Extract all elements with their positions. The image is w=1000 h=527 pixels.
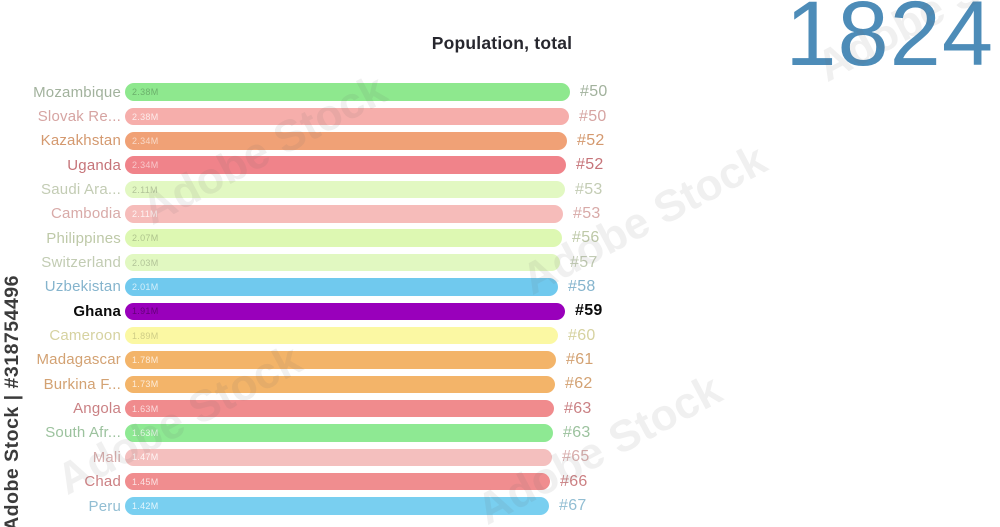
country-label: Peru [88, 497, 121, 515]
chart-row: Cameroon 1.89M #60 [0, 323, 760, 347]
bar-value-label: 1.63M [132, 427, 159, 438]
rank-label: #52 [577, 131, 605, 149]
country-label: Uzbekistan [44, 278, 121, 296]
rank-label: #60 [568, 326, 596, 344]
bar: 1.91M [125, 302, 565, 321]
bar: 2.34M [125, 132, 567, 150]
chart-row: Uganda 2.34M #52 [0, 153, 760, 177]
country-label: Mali [92, 448, 121, 466]
bar: 2.07M [125, 229, 562, 247]
bar-chart: Mozambique 2.38M #50 Slovak Re... 2.38M … [0, 80, 760, 518]
chart-row: Burkina F... 1.73M #62 [0, 372, 760, 396]
country-label: Ghana [73, 302, 121, 320]
rank-label: #53 [573, 204, 601, 222]
chart-row: Mozambique 2.38M #50 [0, 80, 760, 104]
chart-row: Angola 1.63M #63 [0, 396, 760, 420]
bar-value-label: 1.42M [132, 501, 159, 512]
chart-title: Population, total [431, 33, 573, 53]
chart-row: Philippines 2.07M #56 [0, 226, 760, 250]
bar: 2.38M [125, 107, 569, 126]
rank-label: #61 [566, 350, 594, 368]
country-label: Burkina F... [43, 375, 121, 393]
country-label: Mozambique [33, 83, 121, 101]
chart-row: Cambodia 2.11M #53 [0, 202, 760, 226]
bar-value-label: 2.38M [132, 87, 159, 98]
bar: 1.63M [125, 424, 553, 442]
bar-value-label: 2.11M [132, 184, 158, 195]
rank-label: #50 [580, 83, 608, 101]
bar: 1.47M [125, 448, 552, 467]
rank-label: #59 [575, 302, 603, 320]
chart-row: Peru 1.42M #67 [0, 494, 760, 518]
country-label: Slovak Re... [37, 108, 121, 126]
bar-value-label: 1.45M [132, 476, 159, 487]
rank-label: #65 [562, 448, 590, 466]
bar: 2.03M [125, 253, 560, 272]
adobe-stock-watermark-id: Adobe Stock | #318754496 [1, 275, 23, 527]
chart-row: Chad 1.45M #66 [0, 470, 760, 494]
chart-row: Uzbekistan 2.01M #58 [0, 275, 760, 299]
bar-value-label: 1.47M [132, 452, 159, 463]
rank-label: #58 [568, 277, 596, 295]
bar-value-label: 2.01M [132, 281, 159, 292]
bar-value-label: 1.63M [132, 403, 159, 414]
chart-row: Saudi Ara... 2.11M #53 [0, 177, 760, 201]
rank-label: #63 [563, 423, 591, 441]
bar: 2.11M [125, 205, 563, 223]
rank-label: #53 [575, 180, 603, 198]
bar: 1.42M [125, 497, 549, 515]
bar-value-label: 2.03M [132, 257, 159, 268]
chart-row: Ghana 1.91M #59 [0, 299, 760, 323]
bar-value-label: 1.78M [132, 354, 159, 365]
bar: 2.34M [125, 156, 566, 174]
bar: 1.78M [125, 351, 556, 369]
country-label: Angola [73, 400, 121, 418]
country-label: Madagascar [36, 351, 121, 369]
bar-value-label: 1.91M [132, 306, 159, 317]
bar-value-label: 2.38M [132, 111, 159, 122]
rank-label: #66 [560, 472, 588, 490]
bar-value-label: 1.73M [132, 379, 159, 390]
bar: 1.89M [125, 326, 558, 345]
rank-label: #56 [572, 229, 600, 247]
rank-label: #57 [570, 253, 598, 271]
country-label: Philippines [46, 229, 121, 247]
chart-row: South Afr... 1.63M #63 [0, 421, 760, 445]
bar: 2.38M [125, 83, 570, 101]
chart-row: Switzerland 2.03M #57 [0, 250, 760, 274]
chart-row: Madagascar 1.78M #61 [0, 348, 760, 372]
rank-label: #62 [565, 375, 593, 393]
chart-row: Slovak Re... 2.38M #50 [0, 104, 760, 128]
country-label: Saudi Ara... [41, 181, 121, 199]
country-label: Uganda [67, 156, 121, 174]
country-label: Switzerland [41, 254, 121, 272]
year-counter: 1824 [785, 0, 994, 85]
bar: 1.63M [125, 399, 554, 418]
chart-row: Mali 1.47M #65 [0, 445, 760, 469]
bar: 2.11M [125, 180, 565, 199]
country-label: Chad [84, 473, 121, 491]
country-label: Cambodia [51, 205, 121, 223]
rank-label: #50 [579, 107, 607, 125]
country-label: Kazakhstan [40, 132, 121, 150]
country-label: Cameroon [49, 327, 121, 345]
chart-row: Kazakhstan 2.34M #52 [0, 129, 760, 153]
rank-label: #63 [564, 399, 592, 417]
bar: 1.73M [125, 375, 555, 394]
bar-value-label: 2.34M [132, 135, 159, 146]
rank-label: #67 [559, 497, 587, 515]
bar-value-label: 2.34M [132, 160, 159, 171]
rank-label: #52 [576, 156, 604, 174]
bar-value-label: 2.11M [132, 208, 158, 219]
country-label: South Afr... [45, 424, 121, 442]
bar: 2.01M [125, 278, 558, 296]
bar-value-label: 2.07M [132, 233, 159, 244]
bar: 1.45M [125, 472, 550, 491]
bar-value-label: 1.89M [132, 330, 159, 341]
